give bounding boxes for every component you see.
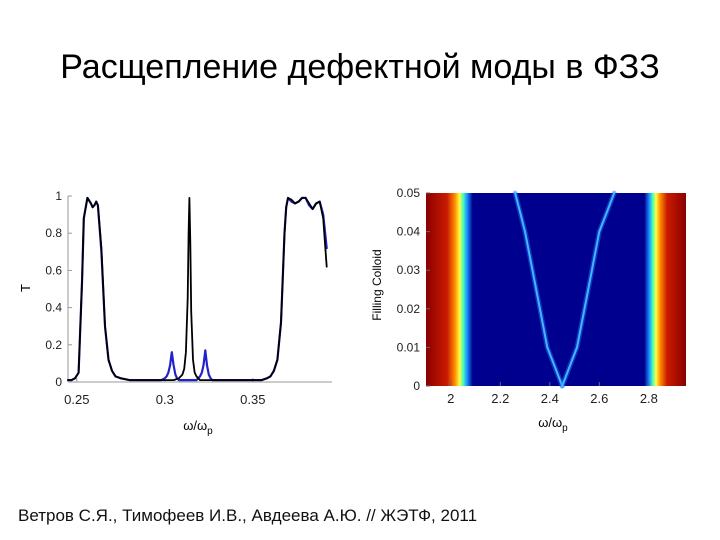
heatmap-x-axis-label-main: ω/ω	[538, 415, 562, 430]
transmission-series-line-1	[67, 197, 328, 381]
right-band-gap	[644, 193, 686, 386]
transmission-y-tick-label: 0.2	[45, 338, 62, 352]
heatmap-y-tick-label: 0	[413, 379, 420, 393]
heatmap-x-axis-label-sub: p	[562, 423, 568, 434]
heatmap-x-tick-label: 2.4	[541, 391, 559, 406]
transmission-x-axis-label: ω/ωp	[183, 418, 213, 437]
transmission-x-axis-label-sub: p	[207, 426, 213, 437]
heatmap-ticks: 0 0.01 0.02 0.03 0.04 0.05 2 2.2 2.4 2.6 2.8	[397, 186, 658, 406]
heatmap-y-tick-label: 0.02	[397, 302, 421, 316]
heatmap-x-tick-label: 2	[447, 391, 454, 406]
transmission-y-tick-label: 0	[55, 375, 62, 389]
slide-title: Расщепление дефектной моды в ФЗЗ	[60, 48, 660, 86]
heatmap-y-tick-label: 0.05	[397, 186, 421, 200]
transmission-y-tick-label: 1	[55, 189, 62, 203]
heatmap-x-axis-label: ω/ωp	[538, 415, 568, 434]
transmission-y-axis-label: T	[18, 284, 33, 292]
transmission-y-tick-label: 0.8	[45, 226, 62, 240]
transmission-x-axis-label-main: ω/ω	[183, 418, 207, 433]
heatmap-x-tick-label: 2.6	[590, 391, 608, 406]
defect-mode-curve-left_branch	[514, 192, 564, 387]
transmission-series	[66, 196, 328, 382]
heatmap-y-tick-label: 0.04	[397, 225, 421, 239]
transmission-x-tick-label: 0.3	[156, 392, 174, 407]
heatmap-x-tick-label: 2.8	[640, 391, 658, 406]
transmission-x-tick-label: 0.35	[240, 392, 265, 407]
heatmap-x-tick-label: 2.2	[491, 391, 509, 406]
citation: Ветров С.Я., Тимофеев И.В., Авдеева А.Ю.…	[18, 506, 478, 525]
heatmap-y-axis-label: Filling Colloid	[370, 249, 384, 320]
transmission-axes	[67, 196, 332, 383]
transmission-y-tick-label: 0.6	[45, 263, 62, 277]
filling-heatmap-chart: 0 0.01 0.02 0.03 0.04 0.05 2 2.2 2.4 2.6 2.8 Filli…	[370, 186, 686, 434]
transmission-chart: 0 0.2 0.4 0.6 0.8 1 0.25 0.3 0.35 T ω/ωp	[18, 189, 332, 437]
left-band-gap	[426, 193, 473, 386]
transmission-y-tick-label: 0.4	[45, 301, 62, 315]
heatmap-plot	[426, 190, 686, 389]
heatmap-y-tick-label: 0.01	[397, 340, 421, 354]
transmission-ticks: 0 0.2 0.4 0.6 0.8 1 0.25 0.3 0.35	[45, 189, 265, 407]
heatmap-y-tick-label: 0.03	[397, 263, 421, 277]
transmission-series-line-0	[66, 196, 328, 382]
defect-mode-curve-right_branch	[561, 192, 616, 387]
transmission-x-tick-label: 0.25	[64, 392, 89, 407]
